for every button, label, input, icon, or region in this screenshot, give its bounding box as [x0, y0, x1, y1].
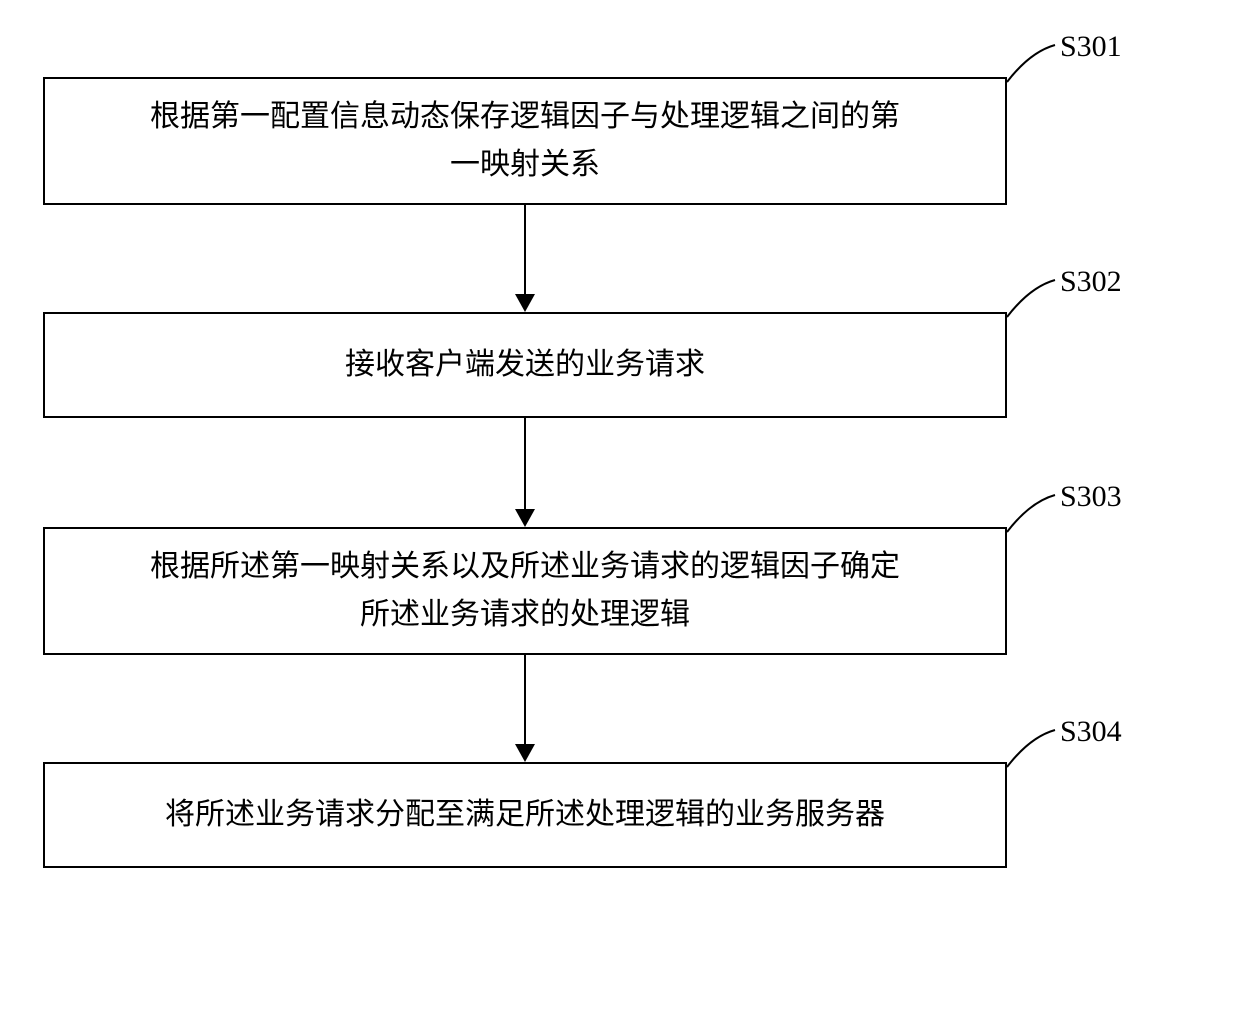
- step-label-s304: S304: [1060, 715, 1122, 749]
- flowchart-canvas: 根据第一配置信息动态保存逻辑因子与处理逻辑之间的第一映射关系 S301 接收客户…: [0, 0, 1240, 1016]
- leader-line-s304: [0, 0, 1240, 1016]
